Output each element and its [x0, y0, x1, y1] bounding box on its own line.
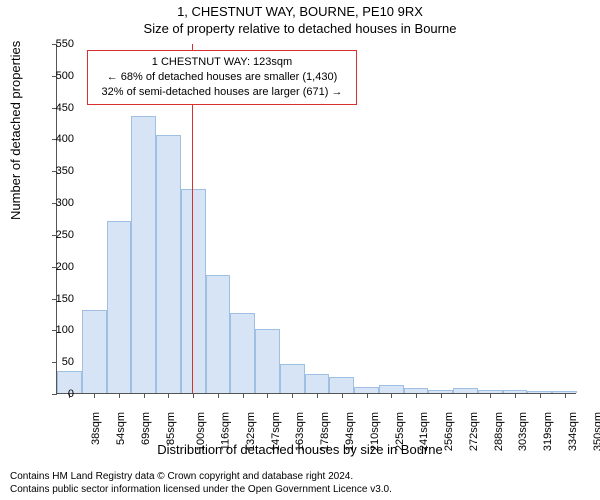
x-tick-label: 288sqm: [493, 412, 505, 451]
y-tick-label: 350: [44, 165, 74, 177]
x-tick-label: 100sqm: [196, 412, 208, 451]
x-tick-label: 116sqm: [220, 412, 232, 450]
x-tick-label: 147sqm: [270, 412, 282, 451]
chart-title-main: 1, CHESTNUT WAY, BOURNE, PE10 9RX: [0, 0, 600, 19]
x-tick-mark: [540, 393, 541, 398]
histogram-bar: [305, 374, 330, 393]
x-tick-mark: [367, 393, 368, 398]
histogram-bar: [82, 310, 107, 393]
x-tick-label: 85sqm: [165, 412, 177, 445]
x-tick-mark: [168, 393, 169, 398]
y-tick-label: 200: [44, 261, 74, 273]
y-tick-label: 150: [44, 293, 74, 305]
histogram-bar: [280, 364, 305, 393]
chart-area: 1 CHESTNUT WAY: 123sqm← 68% of detached …: [56, 44, 576, 394]
histogram-bar: [156, 135, 181, 393]
histogram-bar: [107, 221, 132, 393]
x-tick-mark: [490, 393, 491, 398]
x-tick-label: 256sqm: [443, 412, 455, 451]
info-box: 1 CHESTNUT WAY: 123sqm← 68% of detached …: [87, 50, 357, 105]
x-tick-label: 303sqm: [517, 412, 529, 451]
info-line-1: 1 CHESTNUT WAY: 123sqm: [96, 55, 348, 70]
x-tick-mark: [144, 393, 145, 398]
plot-area: 1 CHESTNUT WAY: 123sqm← 68% of detached …: [56, 44, 576, 394]
y-tick-label: 100: [44, 324, 74, 336]
chart-title-sub: Size of property relative to detached ho…: [0, 19, 600, 36]
y-tick-label: 400: [44, 133, 74, 145]
x-tick-mark: [391, 393, 392, 398]
x-tick-label: 38sqm: [90, 412, 102, 445]
x-tick-mark: [218, 393, 219, 398]
footer-line-2: Contains public sector information licen…: [10, 484, 392, 497]
x-tick-label: 194sqm: [344, 412, 356, 451]
footer-attribution: Contains HM Land Registry data © Crown c…: [10, 471, 392, 496]
x-tick-mark: [565, 393, 566, 398]
x-tick-label: 69sqm: [140, 412, 152, 445]
histogram-bar: [230, 313, 255, 393]
x-tick-label: 132sqm: [245, 412, 257, 451]
y-tick-label: 0: [44, 388, 74, 400]
x-tick-label: 272sqm: [468, 412, 480, 451]
x-tick-mark: [515, 393, 516, 398]
x-tick-label: 225sqm: [394, 412, 406, 451]
x-tick-label: 334sqm: [567, 412, 579, 451]
y-tick-label: 450: [44, 102, 74, 114]
x-tick-mark: [317, 393, 318, 398]
x-tick-mark: [441, 393, 442, 398]
info-line-2: ← 68% of detached houses are smaller (1,…: [96, 70, 348, 85]
x-tick-label: 210sqm: [369, 412, 381, 451]
y-tick-label: 250: [44, 229, 74, 241]
x-tick-mark: [267, 393, 268, 398]
y-tick-label: 550: [44, 38, 74, 50]
x-tick-mark: [292, 393, 293, 398]
x-tick-label: 241sqm: [418, 412, 430, 451]
histogram-bar: [255, 329, 280, 393]
x-tick-label: 319sqm: [542, 412, 554, 451]
y-tick-label: 300: [44, 197, 74, 209]
footer-line-1: Contains HM Land Registry data © Crown c…: [10, 471, 392, 484]
y-tick-label: 500: [44, 70, 74, 82]
histogram-bar: [329, 377, 354, 393]
x-tick-label: 54sqm: [115, 412, 127, 445]
histogram-bar: [206, 275, 231, 393]
x-tick-mark: [342, 393, 343, 398]
x-tick-mark: [466, 393, 467, 398]
x-tick-label: 178sqm: [319, 412, 331, 451]
x-tick-mark: [416, 393, 417, 398]
x-tick-mark: [243, 393, 244, 398]
y-tick-label: 50: [44, 356, 74, 368]
info-line-3: 32% of semi-detached houses are larger (…: [96, 85, 348, 100]
x-tick-mark: [94, 393, 95, 398]
x-tick-mark: [193, 393, 194, 398]
x-tick-label: 163sqm: [295, 412, 307, 451]
histogram-bar: [131, 116, 156, 393]
x-tick-label: 350sqm: [592, 412, 600, 451]
y-axis-label: Number of detached properties: [8, 41, 23, 220]
histogram-bar: [379, 385, 404, 393]
x-tick-mark: [119, 393, 120, 398]
